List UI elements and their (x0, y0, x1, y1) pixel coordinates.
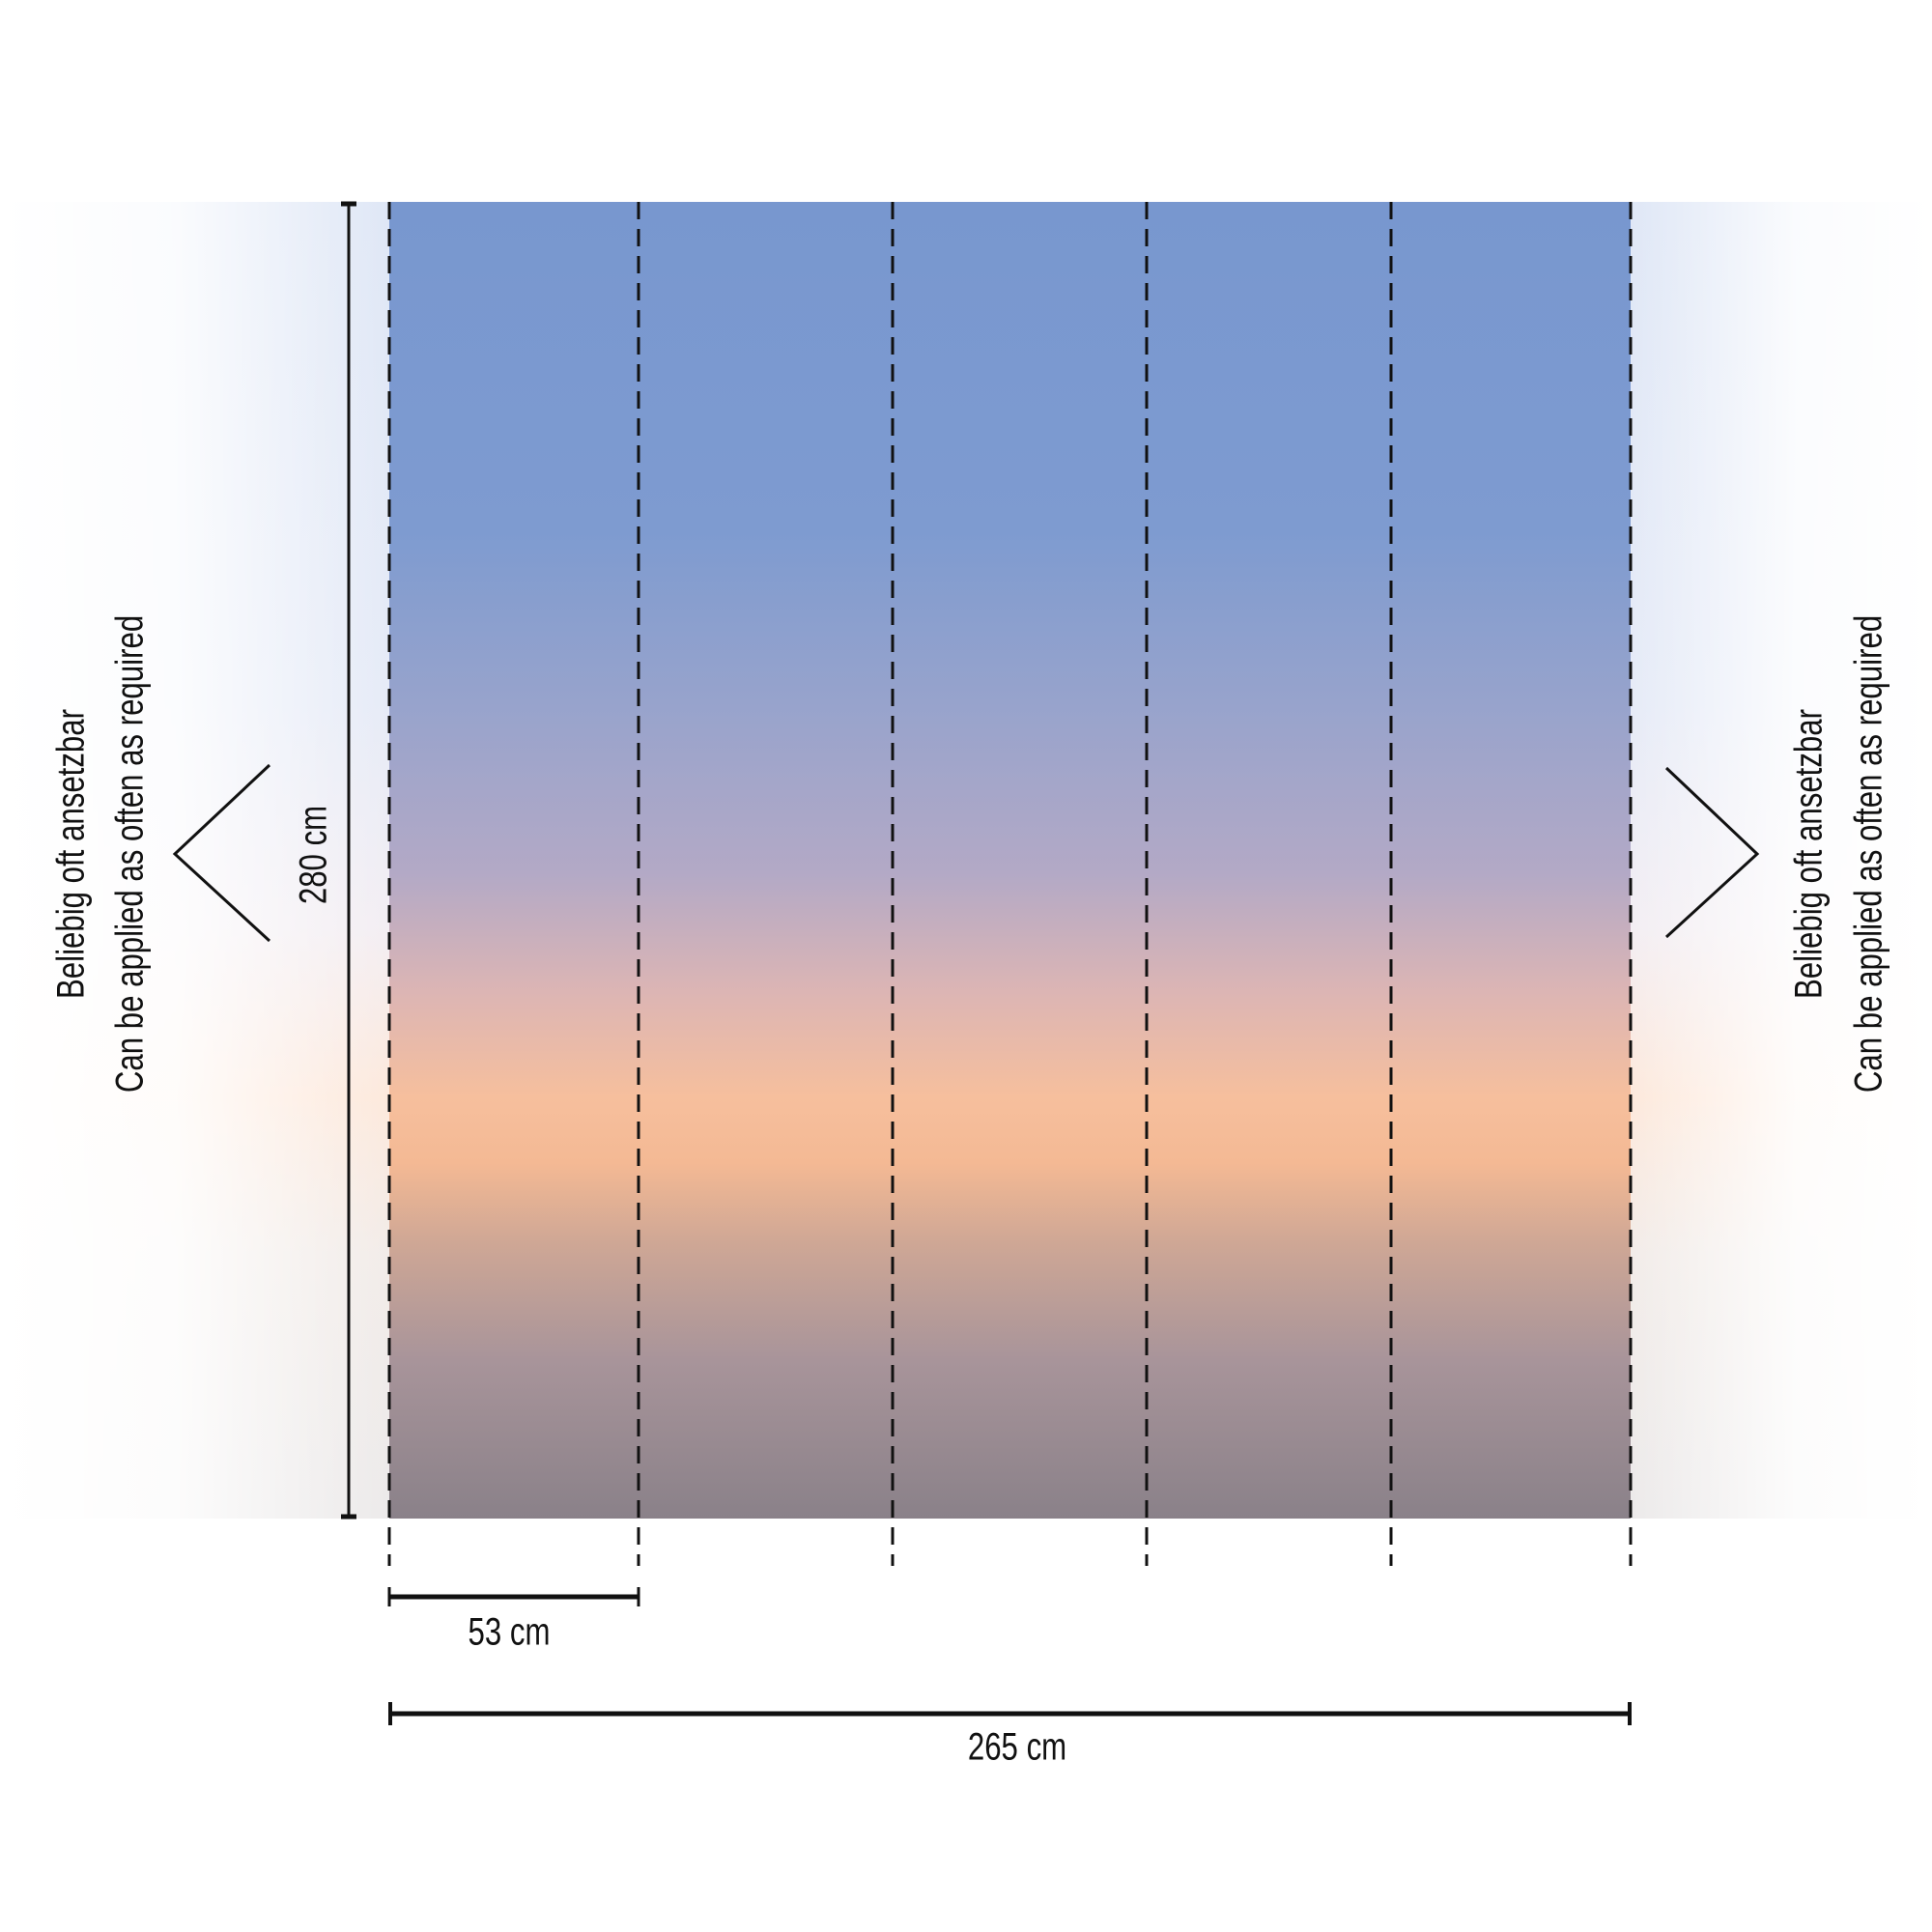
left-note-en: Can be applied as often as required (108, 614, 152, 1094)
total-width-label: 265 cm (967, 1725, 1067, 1769)
sky-sunset-mural (389, 202, 1631, 1519)
total-width-dimension (388, 1702, 1632, 1725)
height-dimension (341, 201, 356, 1520)
repeat-fade-right (1631, 202, 1932, 1519)
chevron-left-icon (172, 763, 271, 943)
panel-width-dimension (387, 1587, 640, 1606)
right-note-en: Can be applied as often as required (1847, 614, 1890, 1094)
repeat-fade-left (0, 202, 389, 1519)
left-note-de: Beliebig oft ansetzbar (49, 708, 93, 1000)
chevron-right-icon (1664, 766, 1760, 939)
right-note-de: Beliebig oft ansetzbar (1787, 708, 1831, 1000)
panel-width-label: 53 cm (468, 1610, 551, 1654)
height-label: 280 cm (292, 805, 335, 905)
